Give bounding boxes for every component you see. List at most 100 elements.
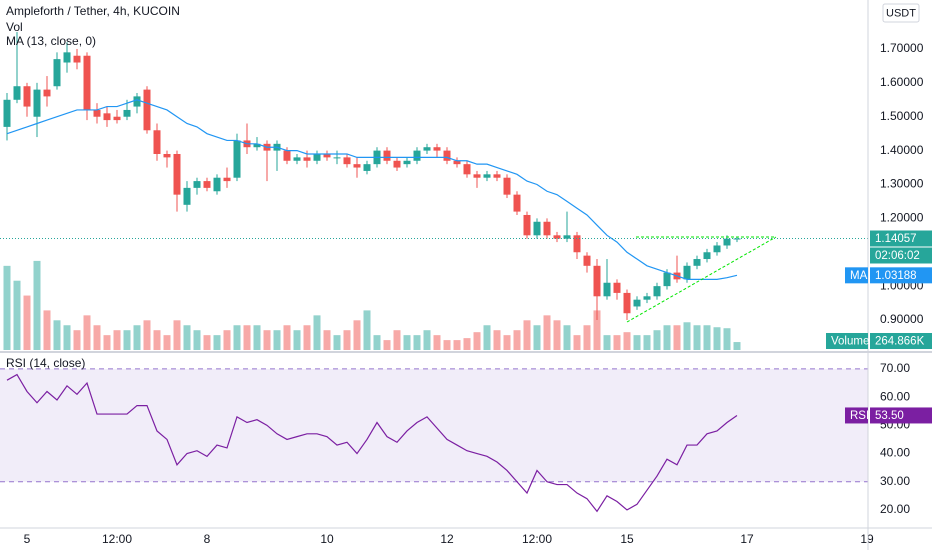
volume-bar [23, 295, 31, 350]
volume-bar [243, 325, 251, 350]
candle-body [413, 150, 421, 161]
candle-body [233, 140, 241, 178]
currency-box[interactable] [882, 3, 920, 23]
candle-body [73, 55, 81, 63]
currency[interactable]: USDT [886, 7, 916, 19]
volume-bar [663, 325, 671, 350]
rsi-name-bg [845, 407, 868, 424]
countdown-bg [870, 247, 932, 264]
ma-name-bg [845, 267, 868, 284]
y-tick-label: 1.70000 [880, 41, 924, 55]
x-tick-label: 12:00 [102, 532, 132, 546]
volume-bar [193, 330, 201, 350]
rsi-label: RSI (14, close) [6, 356, 85, 370]
y-tick-label: 1.40000 [880, 143, 924, 157]
candle-body [613, 282, 621, 293]
candle-body [53, 59, 61, 87]
rsi-line [6, 373, 738, 513]
candle-body [153, 130, 161, 154]
candle-body [23, 86, 31, 107]
volume-bar [223, 330, 231, 350]
rsi-tick-label: 40.00 [880, 446, 910, 460]
candle-body [423, 147, 431, 151]
volume-bar [3, 265, 11, 350]
volume-bar [353, 320, 361, 350]
ma-name: MA [850, 270, 868, 282]
volume-bar [13, 280, 21, 350]
volume-bar [683, 322, 691, 350]
volume-bar [143, 320, 151, 350]
candle-body [533, 221, 541, 236]
candle-body [253, 143, 261, 148]
volume-bar [293, 330, 301, 350]
candle-body [583, 255, 591, 266]
volume-bar [583, 325, 591, 350]
volume-bar [303, 325, 311, 350]
candle-body [323, 153, 331, 158]
volume-bar [593, 310, 601, 350]
candle-body [83, 55, 91, 110]
candle-body [483, 174, 491, 178]
volume-bar [153, 330, 161, 350]
volume-value-bg [870, 333, 932, 349]
candle-body [343, 157, 351, 165]
volume-bar [313, 315, 321, 350]
volume-name: Volume [831, 336, 869, 348]
plot-layer: 0.900001.000001.200001.300001.400001.500… [0, 32, 924, 546]
candle-body [563, 235, 571, 239]
candle-body [523, 214, 531, 236]
volume-bar [73, 330, 81, 350]
y-tick-label: 1.30000 [880, 177, 924, 191]
ma-value: 1.03188 [875, 270, 917, 282]
candle-body [393, 160, 401, 168]
candle-body [353, 164, 361, 168]
countdown: 02:06:02 [875, 250, 920, 262]
candle-body [143, 89, 151, 131]
rsi-tick-label: 70.00 [880, 361, 910, 375]
candle-body [633, 299, 641, 307]
volume-bar [433, 335, 441, 350]
volume-bar [413, 335, 421, 350]
volume-bar [423, 330, 431, 350]
rsi-tick-label: 60.00 [880, 389, 910, 403]
y-tick-label: 0.90000 [880, 312, 924, 326]
candle-body [453, 160, 461, 165]
last-price-bg [870, 230, 932, 247]
x-tick-label: 15 [620, 532, 634, 546]
volume-bar [463, 338, 471, 350]
volume-bar [263, 330, 271, 350]
candle-body [203, 181, 211, 188]
volume-bar [713, 327, 721, 350]
volume-bar [43, 310, 51, 350]
volume-bar [123, 330, 131, 350]
candle-body [303, 157, 311, 161]
candle-body [363, 164, 371, 171]
x-tick-label: 10 [320, 532, 334, 546]
volume-bar [613, 335, 621, 350]
volume-bar [283, 325, 291, 350]
ma-line [6, 99, 738, 280]
candle-body [33, 89, 41, 117]
volume-bar [493, 330, 501, 350]
volume-bar [273, 330, 281, 350]
candle-body [163, 153, 171, 158]
candle-body [603, 282, 611, 297]
volume-bar [93, 325, 101, 350]
volume-bar [33, 260, 41, 350]
y-tick-label: 1.50000 [880, 109, 924, 123]
volume-bar [343, 330, 351, 350]
y-tick-label: 1.60000 [880, 75, 924, 89]
volume-bar [503, 335, 511, 350]
candle-body [213, 177, 221, 192]
volume-label: Vol [6, 20, 23, 34]
volume-bar [673, 325, 681, 350]
x-tick-label: 17 [740, 532, 754, 546]
volume-bar [53, 320, 61, 350]
symbol-title: Ampleforth / Tether, 4h, KUCOIN [6, 4, 180, 18]
volume-bar [63, 325, 71, 350]
ma-value-bg [870, 267, 932, 284]
volume-bar [603, 335, 611, 350]
volume-bar [563, 325, 571, 350]
candle-body [103, 113, 111, 121]
